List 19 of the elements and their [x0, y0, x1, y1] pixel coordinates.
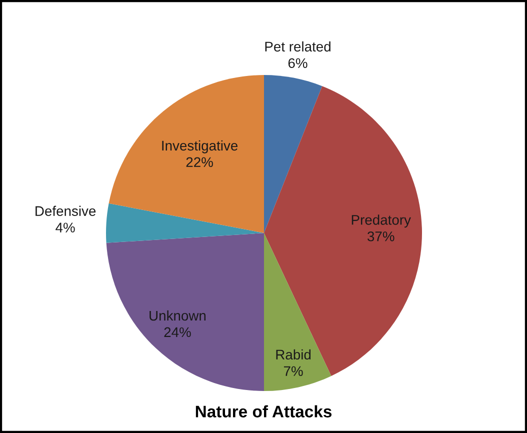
pie-slice	[264, 233, 332, 391]
data-label: 22%	[186, 157, 213, 167]
data-label: 24%	[164, 327, 191, 338]
text: Nature of Attacks	[196, 405, 332, 418]
slice-label: Defensive	[36, 206, 96, 216]
slice-label: Predatory	[352, 214, 411, 228]
slice-label: Investigative	[162, 140, 238, 154]
slice-label: Rabid	[276, 349, 311, 360]
pie-slice	[106, 233, 264, 391]
data-label: 4%	[56, 222, 75, 232]
pie-slice	[106, 203, 264, 243]
data-label: 37%	[367, 231, 394, 242]
pie-slice	[264, 86, 422, 376]
slice-label: Unknown	[150, 310, 206, 321]
data-label: 7%	[284, 366, 303, 376]
slice-label: Pet related	[265, 41, 330, 52]
data-label: 6%	[288, 58, 308, 68]
pie-slice	[264, 75, 322, 233]
pie-slice	[108, 75, 264, 233]
